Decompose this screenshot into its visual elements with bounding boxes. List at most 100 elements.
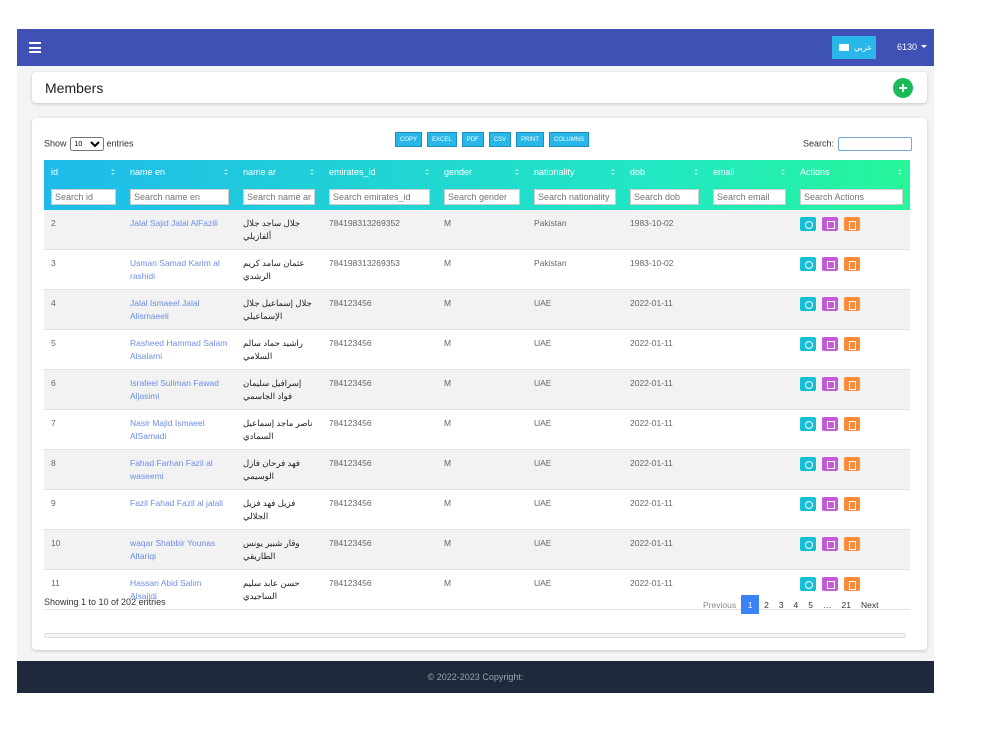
- column-search[interactable]: [630, 189, 699, 205]
- cell-emirates-id: 784198313269353: [329, 258, 400, 268]
- column-header[interactable]: nationality: [527, 160, 623, 183]
- edit-button[interactable]: [822, 377, 838, 391]
- export-button[interactable]: PDF: [461, 132, 484, 147]
- cell-emirates-id: 784123456: [329, 538, 372, 548]
- export-button[interactable]: COLUMNS: [549, 132, 590, 147]
- user-menu[interactable]: 6130: [897, 42, 927, 52]
- cell-email: [706, 490, 793, 530]
- delete-button[interactable]: [844, 577, 860, 591]
- page-button[interactable]: 5: [803, 595, 818, 614]
- delete-button[interactable]: [844, 417, 860, 431]
- footer: © 2022-2023 Copyright:: [17, 661, 934, 693]
- cell-dob: 1983-10-02: [630, 258, 674, 268]
- edit-button[interactable]: [822, 257, 838, 271]
- column-header[interactable]: gender: [437, 160, 527, 183]
- cell-name-en: Jalal Ismaeel Jalal Alismaeeli: [130, 298, 200, 321]
- view-button[interactable]: [800, 217, 816, 231]
- column-search[interactable]: [51, 189, 116, 205]
- cell-nationality: UAE: [534, 338, 552, 348]
- edit-button[interactable]: [822, 537, 838, 551]
- cell-id: 7: [51, 418, 56, 428]
- export-button[interactable]: COPY: [395, 132, 423, 147]
- column-search[interactable]: [534, 189, 616, 205]
- show-label: Show: [44, 138, 67, 149]
- delete-button[interactable]: [844, 497, 860, 511]
- view-button[interactable]: [800, 497, 816, 511]
- cell-name-en: Rasheed Hammad Salam Alsalami: [130, 338, 228, 361]
- add-button[interactable]: [893, 78, 913, 98]
- cell-dob: 2022-01-11: [630, 338, 673, 348]
- table-body: 2 Jalal Sajid Jalal AlFazili جلال ساجد جلا…: [44, 210, 910, 610]
- view-button[interactable]: [800, 417, 816, 431]
- delete-button[interactable]: [844, 337, 860, 351]
- edit-button[interactable]: [822, 497, 838, 511]
- delete-button[interactable]: [844, 537, 860, 551]
- cell-email: [706, 370, 793, 410]
- page-button[interactable]: …: [818, 595, 837, 614]
- edit-button[interactable]: [822, 337, 838, 351]
- view-button[interactable]: [800, 297, 816, 311]
- view-button[interactable]: [800, 377, 816, 391]
- view-button[interactable]: [800, 457, 816, 471]
- column-search[interactable]: [243, 189, 315, 205]
- view-button[interactable]: [800, 577, 816, 591]
- cell-email: [706, 330, 793, 370]
- cell-id: 2: [51, 218, 56, 228]
- cell-email: [706, 450, 793, 490]
- edit-button[interactable]: [822, 417, 838, 431]
- view-button[interactable]: [800, 337, 816, 351]
- column-header[interactable]: name ar: [236, 160, 322, 183]
- cell-name-ar: فهد فرحان فازل الوسيمي: [243, 458, 300, 481]
- members-table: id name en name ar emirates_id gender nationa…: [44, 160, 910, 610]
- column-header[interactable]: dob: [623, 160, 706, 183]
- column-search[interactable]: [444, 189, 520, 205]
- cell-nationality: UAE: [534, 578, 552, 588]
- page-button[interactable]: Previous: [698, 595, 741, 614]
- cell-gender: M: [444, 258, 452, 268]
- column-header[interactable]: emirates_id: [322, 160, 437, 183]
- cell-name-en: waqar Shabbir Younas Altariqi: [130, 538, 216, 561]
- search-cell: [527, 183, 623, 210]
- search-cell: [123, 183, 236, 210]
- edit-button[interactable]: [822, 297, 838, 311]
- export-button[interactable]: EXCEL: [427, 132, 457, 147]
- view-button[interactable]: [800, 257, 816, 271]
- language-button[interactable]: عربي: [832, 36, 876, 59]
- cell-name-ar: راشيد حماد سالم السلامي: [243, 338, 303, 361]
- column-search[interactable]: [329, 189, 430, 205]
- delete-button[interactable]: [844, 257, 860, 271]
- search-input[interactable]: [838, 137, 913, 151]
- column-search[interactable]: [800, 189, 903, 205]
- page-button[interactable]: 21: [837, 595, 856, 614]
- delete-button[interactable]: [844, 377, 860, 391]
- column-header[interactable]: email: [706, 160, 793, 183]
- column-header[interactable]: Actions: [793, 160, 910, 183]
- delete-button[interactable]: [844, 457, 860, 471]
- edit-button[interactable]: [822, 577, 838, 591]
- page-button[interactable]: 1: [741, 595, 760, 614]
- column-header[interactable]: name en: [123, 160, 236, 183]
- page-button[interactable]: 2: [759, 595, 774, 614]
- cell-dob: 2022-01-11: [630, 578, 673, 588]
- cell-emirates-id: 784123456: [329, 338, 372, 348]
- delete-button[interactable]: [844, 217, 860, 231]
- cell-actions: [793, 530, 910, 570]
- page-button[interactable]: Next: [856, 595, 883, 614]
- cell-actions: [793, 570, 910, 610]
- edit-button[interactable]: [822, 217, 838, 231]
- export-button[interactable]: PRINT: [516, 132, 545, 147]
- column-search[interactable]: [713, 189, 786, 205]
- app: عربي 6130 Members Show 10 entries COPY EXCE…: [17, 29, 934, 693]
- search-cell: [236, 183, 322, 210]
- page-button[interactable]: 4: [789, 595, 804, 614]
- view-button[interactable]: [800, 537, 816, 551]
- cell-name-ar: حسن عابد سليم الساجيدي: [243, 578, 300, 601]
- edit-button[interactable]: [822, 457, 838, 471]
- page-length-select[interactable]: 10: [69, 137, 104, 151]
- delete-button[interactable]: [844, 297, 860, 311]
- export-button[interactable]: CSV: [488, 132, 512, 147]
- column-header[interactable]: id: [44, 160, 123, 183]
- page-button[interactable]: 3: [774, 595, 789, 614]
- column-search[interactable]: [130, 189, 229, 205]
- menu-button[interactable]: [29, 42, 41, 53]
